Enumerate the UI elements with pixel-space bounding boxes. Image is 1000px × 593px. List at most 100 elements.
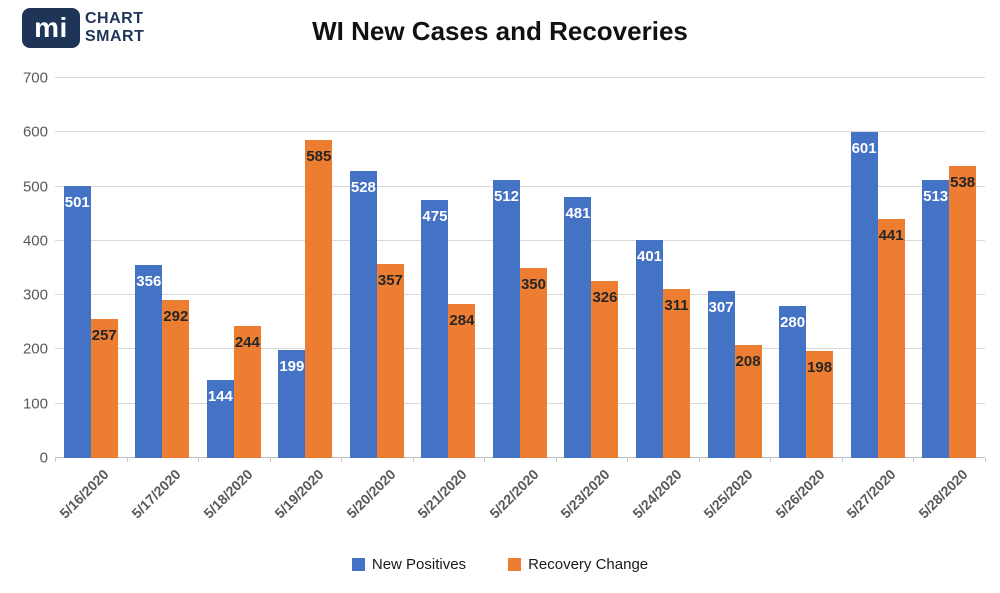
bar-data-label: 401 [637, 248, 663, 266]
bar-new-positives: 501 [63, 186, 91, 458]
gridline [55, 185, 985, 187]
x-axis-cell: 5/23/2020 [556, 458, 628, 536]
bar-data-label: 501 [64, 194, 90, 212]
x-axis-cell: 5/22/2020 [484, 458, 556, 536]
x-axis-tick-label: 5/24/2020 [628, 466, 685, 522]
bar-data-label: 475 [422, 208, 448, 226]
chart-title: WI New Cases and Recoveries [312, 16, 688, 46]
bar-data-label: 357 [377, 272, 403, 290]
bar-data-label: 538 [950, 173, 976, 191]
logo-text: CHART SMART [85, 10, 144, 46]
bar-new-positives: 401 [636, 240, 664, 458]
bar-data-label: 307 [708, 299, 734, 317]
x-axis-tick-mark [627, 458, 629, 462]
bar-new-positives: 475 [421, 200, 449, 458]
bar-new-positives: 481 [564, 196, 592, 458]
category-group: 199 585 [270, 78, 342, 458]
x-axis-tick-mark [126, 458, 128, 462]
gridline [55, 131, 985, 133]
bar-data-label: 528 [350, 179, 376, 197]
legend-label-recovery-change: Recovery Change [528, 556, 649, 573]
bar-recovery-change: 538 [949, 165, 977, 458]
bar-data-label: 144 [207, 387, 233, 405]
legend-label-new-positives: New Positives [371, 556, 467, 573]
bar-data-label: 284 [449, 311, 475, 329]
category-group: 307 208 [699, 78, 771, 458]
legend-item-recovery-change: Recovery Change [508, 556, 648, 573]
x-axis-tick-label: 5/27/2020 [843, 466, 899, 522]
x-axis-cell: 5/24/2020 [627, 458, 699, 536]
y-axis-tick-label: 400 [22, 232, 48, 250]
bars-row: 501 257 356 292 144 244 199 585 528 357 475 284 512 3… [55, 78, 985, 458]
bar-data-label: 512 [493, 188, 519, 206]
logo-text-line1: CHART [85, 10, 144, 27]
bar-recovery-change: 357 [376, 264, 404, 458]
bar-new-positives: 512 [492, 180, 520, 458]
x-axis: 5/16/2020 5/17/2020 5/18/2020 5/19/2020 5/20… [55, 458, 986, 536]
bar-pair: 356 292 [135, 78, 190, 458]
category-group: 528 357 [341, 78, 413, 458]
gridline [55, 77, 985, 78]
legend-item-new-positives: New Positives [351, 556, 467, 573]
plot-area: 501 257 356 292 144 244 199 585 528 357 475 284 512 3… [55, 77, 985, 458]
bar-data-label: 481 [565, 204, 591, 222]
bar-data-label: 311 [664, 297, 689, 315]
bar-new-positives: 307 [707, 291, 735, 458]
y-axis-tick-label: 700 [22, 69, 48, 87]
bar-new-positives: 513 [922, 179, 950, 458]
bar-new-positives: 280 [779, 306, 807, 458]
y-axis-tick-label: 600 [22, 123, 48, 141]
x-axis-tick-label: 5/28/2020 [915, 466, 971, 522]
category-group: 356 292 [127, 78, 199, 458]
bar-pair: 401 311 [636, 78, 691, 458]
bar-data-label: 244 [234, 333, 260, 351]
legend: New Positives Recovery Change [0, 556, 1000, 573]
bar-recovery-change: 208 [734, 345, 762, 458]
x-axis-tick-mark [913, 458, 915, 462]
x-axis-cell: 5/21/2020 [413, 458, 485, 536]
category-group: 280 198 [770, 78, 842, 458]
category-group: 475 284 [413, 78, 485, 458]
bar-recovery-change: 198 [806, 350, 834, 458]
x-axis-cell: 5/28/2020 [913, 458, 985, 536]
x-axis-tick-mark [484, 458, 486, 462]
bar-recovery-change: 326 [591, 281, 619, 458]
x-axis-tick-label: 5/23/2020 [557, 466, 613, 522]
x-axis-tick-mark [341, 458, 343, 462]
x-axis-cell: 5/18/2020 [198, 458, 270, 536]
bar-data-label: 601 [851, 139, 877, 157]
bar-recovery-change: 585 [305, 140, 333, 458]
bar-recovery-change: 311 [663, 289, 691, 458]
logo-mark-icon: mi [22, 8, 80, 48]
x-axis-cell: 5/20/2020 [341, 458, 413, 536]
bar-data-label: 513 [923, 187, 949, 205]
y-axis: 0 100 200 300 400 500 600 700 [0, 70, 48, 467]
x-axis-tick-label: 5/21/2020 [414, 466, 470, 522]
bar-pair: 199 585 [278, 78, 333, 458]
x-axis-tick-label: 5/26/2020 [772, 466, 828, 522]
x-axis-tick-mark [269, 458, 271, 462]
bar-data-label: 280 [780, 314, 806, 331]
bar-data-label: 198 [807, 358, 833, 376]
x-axis-tick-mark [841, 458, 843, 462]
x-axis-cell: 5/25/2020 [699, 458, 771, 536]
logo: mi CHART SMART [22, 8, 144, 48]
category-group: 144 244 [198, 78, 270, 458]
bar-pair: 501 257 [63, 78, 118, 458]
x-axis-tick-mark [55, 458, 56, 462]
x-axis-cell: 5/17/2020 [127, 458, 199, 536]
bar-recovery-change: 257 [90, 318, 118, 458]
x-axis-cell: 5/16/2020 [55, 458, 127, 536]
bar-pair: 475 284 [421, 78, 476, 458]
category-group: 481 326 [556, 78, 628, 458]
bar-recovery-change: 441 [877, 218, 905, 458]
x-axis-tick-label: 5/20/2020 [342, 466, 399, 522]
bar-new-positives: 356 [135, 264, 163, 458]
bar-data-label: 199 [279, 357, 305, 375]
bar-new-positives: 528 [349, 171, 377, 458]
x-axis-tick-label: 5/17/2020 [128, 466, 184, 522]
legend-swatch-new-positives-icon [351, 558, 365, 571]
bar-recovery-change: 244 [233, 325, 261, 458]
x-axis-tick-mark [412, 458, 414, 462]
